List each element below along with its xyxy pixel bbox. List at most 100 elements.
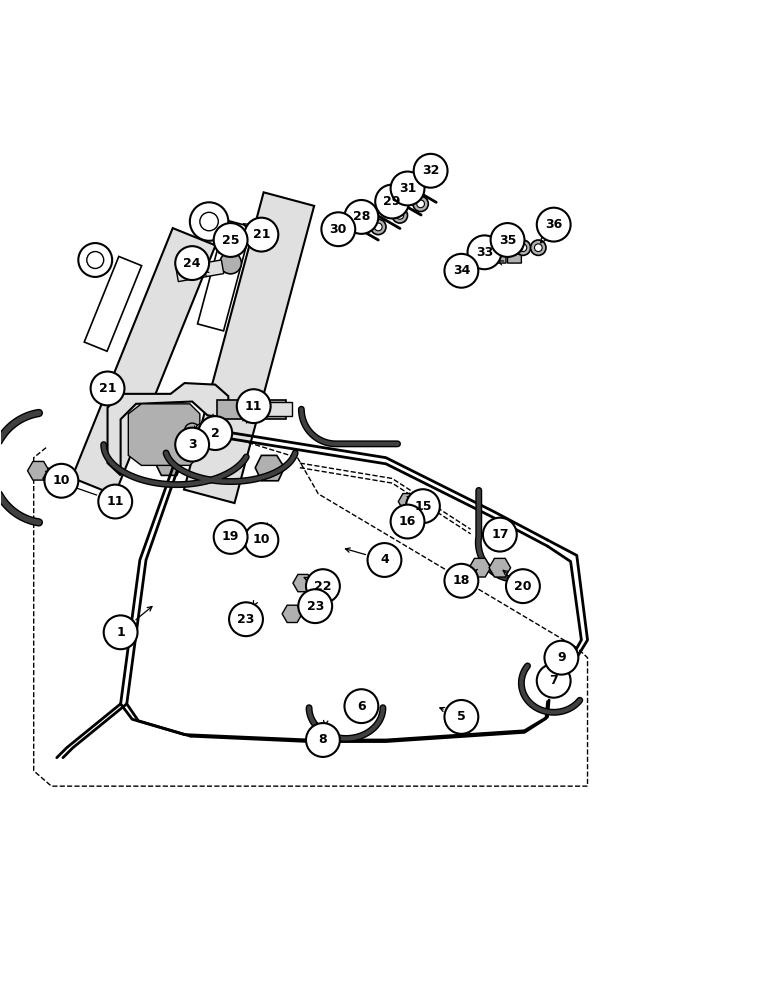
Text: 24: 24 (184, 257, 201, 270)
Text: 16: 16 (399, 515, 416, 528)
Circle shape (175, 428, 209, 462)
Text: 20: 20 (514, 580, 532, 593)
Circle shape (367, 543, 401, 577)
Polygon shape (28, 461, 49, 480)
Circle shape (306, 723, 340, 757)
Polygon shape (493, 243, 506, 263)
Circle shape (195, 423, 211, 438)
Text: 17: 17 (491, 528, 509, 541)
Circle shape (229, 602, 263, 636)
Circle shape (237, 389, 271, 423)
Text: 35: 35 (499, 234, 516, 247)
Polygon shape (72, 228, 215, 495)
Text: 15: 15 (414, 500, 432, 513)
Circle shape (417, 200, 425, 208)
Polygon shape (409, 494, 428, 510)
Circle shape (406, 489, 440, 523)
Circle shape (190, 202, 229, 241)
Circle shape (537, 664, 571, 698)
Polygon shape (217, 400, 286, 419)
Text: 10: 10 (52, 474, 70, 487)
Text: 10: 10 (252, 533, 270, 546)
Text: 11: 11 (245, 400, 262, 413)
Polygon shape (469, 558, 491, 577)
Circle shape (45, 464, 78, 498)
Circle shape (391, 505, 425, 538)
Text: 34: 34 (452, 264, 470, 277)
Circle shape (544, 641, 578, 675)
Circle shape (445, 254, 479, 288)
Circle shape (374, 223, 382, 231)
Polygon shape (398, 494, 417, 510)
Circle shape (98, 485, 132, 518)
Polygon shape (293, 574, 313, 592)
Text: 19: 19 (222, 530, 239, 543)
Circle shape (519, 244, 527, 252)
Text: 21: 21 (99, 382, 117, 395)
Text: 7: 7 (550, 674, 558, 687)
Text: 4: 4 (380, 553, 389, 566)
Circle shape (175, 246, 209, 280)
Circle shape (245, 523, 279, 557)
Circle shape (391, 172, 425, 205)
Polygon shape (282, 605, 302, 623)
Circle shape (530, 240, 546, 255)
Text: 5: 5 (457, 710, 466, 723)
Text: 33: 33 (476, 246, 493, 259)
Polygon shape (198, 220, 252, 331)
Circle shape (344, 689, 378, 723)
Circle shape (515, 240, 530, 255)
Circle shape (78, 243, 112, 277)
Polygon shape (262, 402, 292, 416)
Text: 23: 23 (237, 613, 255, 626)
Polygon shape (184, 192, 314, 503)
Polygon shape (256, 455, 284, 481)
Polygon shape (43, 469, 65, 488)
Text: 32: 32 (422, 164, 439, 177)
Circle shape (414, 154, 448, 188)
Circle shape (306, 569, 340, 603)
Text: 6: 6 (357, 700, 366, 713)
Circle shape (321, 212, 355, 246)
Text: 18: 18 (452, 574, 470, 587)
Circle shape (413, 196, 428, 212)
Circle shape (200, 212, 218, 231)
Polygon shape (176, 260, 224, 282)
Text: 29: 29 (384, 195, 401, 208)
Circle shape (491, 223, 524, 257)
Circle shape (344, 200, 378, 234)
Circle shape (220, 252, 242, 274)
Circle shape (445, 564, 479, 598)
Text: 28: 28 (353, 210, 370, 223)
Circle shape (298, 589, 332, 623)
Text: 2: 2 (211, 427, 219, 440)
Circle shape (396, 212, 404, 219)
Text: 9: 9 (557, 651, 566, 664)
Text: 22: 22 (314, 580, 332, 593)
Text: 25: 25 (222, 234, 239, 247)
Text: 36: 36 (545, 218, 562, 231)
Polygon shape (489, 558, 510, 577)
Circle shape (468, 235, 501, 269)
Polygon shape (128, 404, 200, 465)
Circle shape (90, 372, 124, 405)
Circle shape (483, 518, 516, 552)
Text: 8: 8 (319, 733, 327, 746)
Polygon shape (107, 383, 229, 475)
Circle shape (198, 416, 232, 450)
Text: 21: 21 (252, 228, 270, 241)
Circle shape (214, 223, 248, 257)
Text: 3: 3 (188, 438, 196, 451)
Circle shape (185, 423, 200, 438)
Circle shape (375, 185, 409, 218)
Text: 30: 30 (330, 223, 347, 236)
Circle shape (445, 700, 479, 734)
Circle shape (86, 252, 103, 268)
Circle shape (371, 219, 386, 235)
Polygon shape (155, 452, 182, 475)
Circle shape (537, 208, 571, 242)
Polygon shape (84, 256, 141, 351)
Text: 11: 11 (107, 495, 124, 508)
Text: 31: 31 (399, 182, 416, 195)
Circle shape (214, 520, 248, 554)
